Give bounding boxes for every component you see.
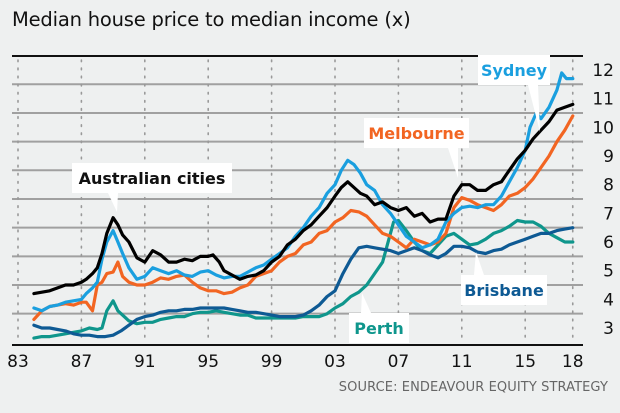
- y-tick-label: 5: [603, 262, 614, 282]
- label-australian-cities: Australian cities: [72, 163, 232, 212]
- x-tick-label: 07: [388, 352, 410, 372]
- series-line-australian-cities: [32, 102, 575, 296]
- label-pointer: [108, 193, 118, 212]
- series-lines: [32, 71, 575, 340]
- label-pointer: [448, 148, 458, 178]
- y-tick-label: 10: [592, 118, 614, 138]
- label-text: Brisbane: [464, 281, 544, 300]
- label-box: [478, 55, 550, 85]
- label-box: [72, 163, 232, 193]
- y-tick-label: 8: [603, 176, 614, 196]
- label-sydney: Sydney: [478, 55, 550, 132]
- label-brisbane: Brisbane: [461, 252, 547, 305]
- y-tick-label: 11: [592, 90, 614, 110]
- series-line-brisbane: [32, 226, 575, 339]
- x-tick-label: 11: [451, 352, 473, 372]
- x-tick-label: 83: [7, 352, 29, 372]
- label-melbourne: Melbourne: [364, 118, 469, 178]
- source-note: SOURCE: ENDEAVOUR EQUITY STRATEGY: [338, 380, 608, 395]
- x-tick-label: 18: [562, 352, 584, 372]
- series-line-melbourne: [32, 114, 575, 321]
- chart-title: Median house price to median income (x): [12, 8, 411, 31]
- label-text: Australian cities: [79, 169, 226, 188]
- x-tick-label: 87: [71, 352, 93, 372]
- y-tick-label: 12: [592, 61, 614, 81]
- y-tick-label: 3: [603, 319, 614, 339]
- x-tick-label: 91: [134, 352, 156, 372]
- y-axis-tick-labels: 12 11 10 9 8 7 6 5 4 3: [592, 61, 614, 339]
- y-tick-label: 7: [603, 204, 614, 224]
- y-tick-label: 6: [603, 233, 614, 253]
- x-tick-label: 03: [324, 352, 346, 372]
- label-pointer: [361, 293, 371, 313]
- x-tick-label: 15: [514, 352, 536, 372]
- x-axis-tick-labels: 83 87 91 95 99 03 07 11 15 18: [7, 352, 583, 372]
- label-box: [349, 313, 409, 343]
- label-box: [364, 118, 469, 148]
- label-text: Perth: [354, 319, 404, 338]
- x-tick-label: 95: [197, 352, 219, 372]
- label-text: Sydney: [481, 61, 548, 80]
- label-pointer: [528, 85, 540, 132]
- x-tick-label: 99: [261, 352, 283, 372]
- label-box: [461, 275, 547, 305]
- label-perth: Perth: [349, 293, 409, 343]
- y-tick-label: 4: [603, 290, 614, 310]
- label-pointer: [474, 252, 484, 275]
- label-text: Melbourne: [368, 124, 464, 143]
- y-tick-label: 9: [603, 147, 614, 167]
- series-labels: Australian cities Sydney Melbourne Brisbane…: [72, 55, 550, 343]
- series-line-sydney: [32, 71, 575, 313]
- gridlines: [12, 55, 583, 346]
